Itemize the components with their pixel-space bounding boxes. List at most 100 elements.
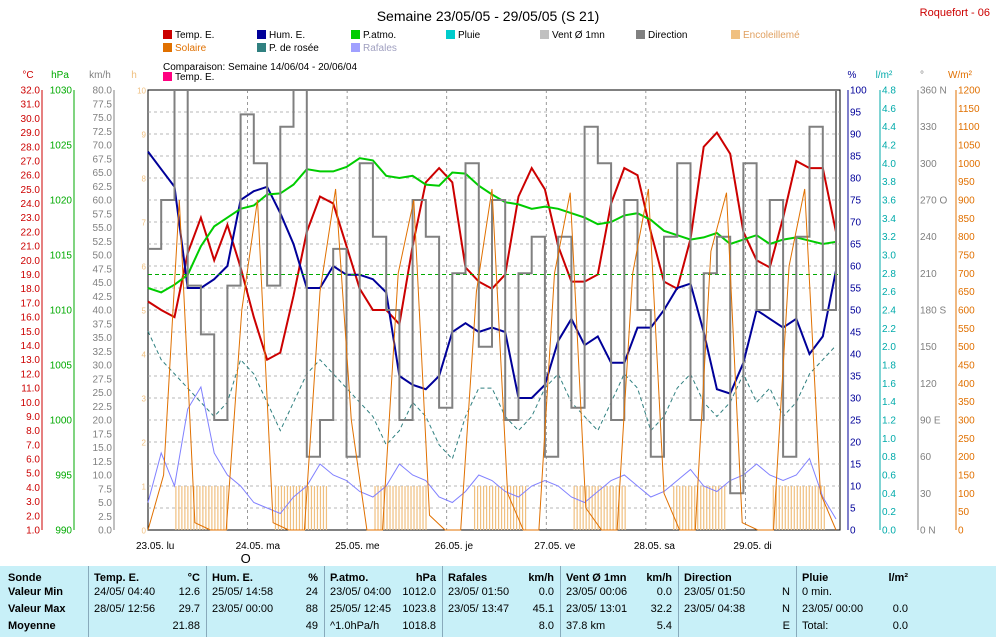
plot-area <box>147 89 841 531</box>
stats-col-unit: hPa <box>415 572 436 584</box>
stats-cell-when: 23/05/ 13:47 <box>448 603 510 615</box>
axis-tick-temp: 1.0 <box>26 526 40 537</box>
stats-cell-when: 23/05/ 00:00 <box>802 603 864 615</box>
axis-tick-humidity: 30 <box>850 394 862 405</box>
axis-tick-pressure: 1000 <box>50 416 73 427</box>
axis-tick-humidity: 45 <box>850 328 862 339</box>
axis-tick-temp: 10.0 <box>21 398 41 409</box>
axis-tick-rain: 1.0 <box>882 434 896 445</box>
axis-tick-direction: 360 N <box>920 86 947 97</box>
stats-cell-value: 88 <box>305 603 318 615</box>
axis-tick-solar: 150 <box>958 471 975 482</box>
axis-tick-direction: 180 S <box>920 306 946 317</box>
axis-tick-wind: 50.0 <box>93 251 113 262</box>
axis-unit-solar: W/m² <box>948 70 973 81</box>
axis-tick-rain: 2.0 <box>882 342 896 353</box>
axis-tick-wind: 55.0 <box>93 223 113 234</box>
axis-tick-humidity: 55 <box>850 284 862 295</box>
axis-tick-humidity: 15 <box>850 460 862 471</box>
legend-swatch <box>446 30 455 39</box>
axis-tick-temp: 21.0 <box>21 242 41 253</box>
chart-title: Semaine 23/05/05 - 29/05/05 (S 21) <box>377 8 600 24</box>
legend-swatch <box>163 43 172 52</box>
stats-cell-value: E <box>782 620 790 632</box>
axis-tick-temp: 14.0 <box>21 341 41 352</box>
axis-tick-rain: 4.2 <box>882 141 896 152</box>
axis-tick-temp: 2.0 <box>26 511 40 522</box>
stats-col-unit: % <box>308 572 318 584</box>
axis-tick-rain: 1.2 <box>882 416 896 427</box>
axis-tick-humidity: 20 <box>850 438 862 449</box>
axis-tick-humidity: 100 <box>850 86 867 97</box>
axis-tick-sun: 7 <box>142 219 147 228</box>
stats-cell-when: 23/05/ 04:38 <box>684 603 746 615</box>
axis-tick-temp: 27.0 <box>21 156 41 167</box>
axis-tick-humidity: 50 <box>850 306 862 317</box>
axis-tick-rain: 1.8 <box>882 361 896 372</box>
axis-tick-sun: 0 <box>142 527 147 536</box>
axis-tick-solar: 100 <box>958 489 975 500</box>
x-tick-label: 24.05. ma <box>236 541 281 552</box>
axis-tick-rain: 0.8 <box>882 452 896 463</box>
axis-tick-sun: 2 <box>142 439 147 448</box>
station-name: Roquefort - 06 <box>920 7 990 19</box>
axis-tick-solar: 1100 <box>958 122 980 133</box>
axis-tick-solar: 950 <box>958 177 975 188</box>
series-line-6 <box>148 89 837 495</box>
axis-tick-temp: 23.0 <box>21 213 41 224</box>
stats-cell-value: 5.4 <box>656 620 672 632</box>
axis-tick-humidity: 80 <box>850 174 862 185</box>
x-annotation: O <box>241 551 251 566</box>
axis-tick-humidity: 70 <box>850 218 862 229</box>
x-axis-labels: 23.05. lu 24.05. ma 25.05. me 26.05. je 27.0… <box>136 541 772 566</box>
legend-swatch <box>257 43 266 52</box>
series-line-4 <box>147 331 837 460</box>
axis-tick-sun: 1 <box>142 483 147 492</box>
axis-tick-direction: 210 <box>920 269 937 280</box>
axis-tick-rain: 2.8 <box>882 269 896 280</box>
axis-tick-wind: 45.0 <box>93 278 113 289</box>
stats-separator <box>88 566 89 637</box>
axis-unit-humidity: % <box>848 70 857 81</box>
axis-tick-wind: 12.5 <box>93 457 113 468</box>
stats-cell-value: 0.0 <box>656 586 672 598</box>
axis-tick-wind: 37.5 <box>93 319 113 330</box>
axis-tick-temp: 15.0 <box>21 327 41 338</box>
axis-tick-wind: 17.5 <box>93 429 113 440</box>
axis-tick-humidity: 25 <box>850 416 862 427</box>
stats-cell-when: 0 min. <box>802 586 832 598</box>
axis-tick-solar: 900 <box>958 196 975 207</box>
axis-tick-rain: 3.6 <box>882 196 896 207</box>
axis-tick-wind: 75.0 <box>93 113 113 124</box>
stats-col-title: Hum. E. <box>212 572 253 584</box>
legend-swatch <box>163 72 172 81</box>
axis-tick-wind: 30.0 <box>93 361 113 372</box>
axis-tick-rain: 0.6 <box>882 471 896 482</box>
stats-col-4: Vent Ø 1mn km/h 23/05/ 00:06 0.0 23/05/ 13:0… <box>560 566 678 637</box>
stats-separator <box>560 566 561 637</box>
legend-label-10: Temp. E. <box>175 72 214 83</box>
stats-col-3: Rafales km/h 23/05/ 01:50 0.0 23/05/ 13:47 45… <box>442 566 560 637</box>
stats-header-avg: Moyenne <box>8 620 56 632</box>
axis-tick-temp: 19.0 <box>21 270 41 281</box>
axis-tick-humidity: 90 <box>850 130 862 141</box>
stats-col-2: P.atmo. hPa 23/05/ 04:00 1012.0 25/05/ 12:45… <box>324 566 442 637</box>
axis-tick-rain: 1.6 <box>882 379 896 390</box>
axis-tick-direction: 270 O <box>920 196 947 207</box>
stats-col-title: Vent Ø 1mn <box>566 572 627 584</box>
axis-tick-solar: 1150 <box>958 104 980 115</box>
axis-tick-rain: 4.6 <box>882 104 896 115</box>
stats-col-title: P.atmo. <box>330 572 369 584</box>
axis-tick-temp: 18.0 <box>21 284 41 295</box>
stats-cell-value: 8.0 <box>538 620 554 632</box>
axis-tick-solar: 1050 <box>958 141 981 152</box>
axis-tick-temp: 32.0 <box>21 86 41 97</box>
stats-header-max: Valeur Max <box>8 603 66 615</box>
axis-tick-humidity: 40 <box>850 350 862 361</box>
axis-tick-wind: 25.0 <box>93 388 113 399</box>
axis-tick-rain: 4.8 <box>882 86 896 97</box>
stats-col-1: Hum. E.% 25/05/ 14:58 24 23/05/ 00:00 88 49 <box>206 566 324 637</box>
stats-cell-value: 45.1 <box>532 603 554 615</box>
legend-swatch <box>163 30 172 39</box>
axis-tick-wind: 0.0 <box>98 526 112 537</box>
